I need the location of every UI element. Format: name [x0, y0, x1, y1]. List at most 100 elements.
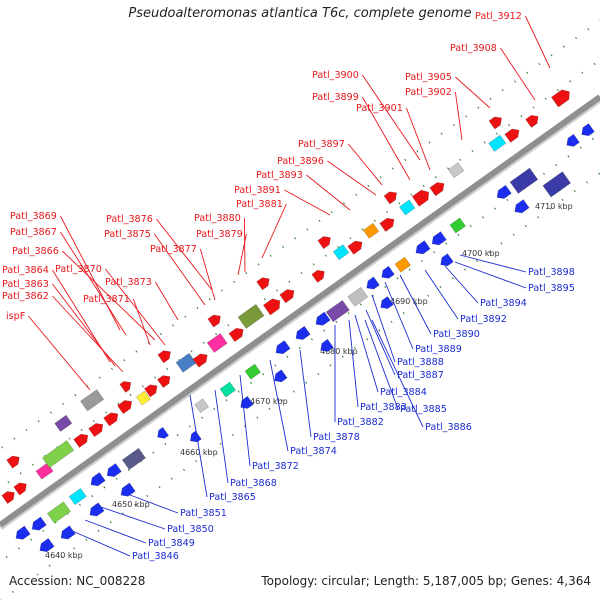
forward-label-leader — [500, 47, 536, 101]
reverse-gene-feature — [440, 253, 454, 267]
forward-gene-label: Patl_3905 — [405, 72, 452, 83]
forward-label-leader — [60, 215, 121, 331]
kbp-tick-label: 4710 kbp — [535, 202, 573, 211]
reverse-gene-label: Patl_3886 — [425, 422, 472, 433]
forward-label-leader — [62, 250, 156, 341]
forward-gene-feature — [504, 128, 520, 143]
forward-label-leader — [52, 295, 124, 373]
forward-label-leader — [261, 203, 287, 259]
reverse-label-leader — [371, 319, 424, 428]
reverse-gene-feature — [90, 472, 106, 487]
reverse-gene-label: Patl_3887 — [397, 370, 444, 381]
reverse-gene-feature — [449, 217, 466, 234]
forward-label-leader — [327, 160, 377, 196]
reverse-label-leader — [214, 389, 229, 484]
kbp-tick-label: 4700 kbp — [462, 249, 500, 258]
reverse-gene-feature — [39, 537, 55, 553]
reverse-gene-feature — [542, 171, 571, 198]
reverse-gene-label: Patl_3872 — [252, 461, 299, 472]
forward-label-leader — [524, 15, 551, 69]
forward-label-leader — [405, 107, 431, 171]
reverse-gene-feature — [347, 286, 369, 307]
reverse-gene-feature — [275, 340, 291, 355]
reverse-gene-feature — [394, 256, 411, 273]
forward-gene-feature — [262, 298, 281, 316]
forward-gene-feature — [488, 116, 503, 130]
reverse-label-leader — [365, 309, 396, 376]
reverse-gene-label: Patl_3890 — [433, 329, 480, 340]
forward-gene-feature — [88, 423, 104, 438]
forward-gene-feature — [1, 491, 15, 505]
reverse-gene-label: Patl_3868 — [230, 478, 277, 489]
forward-gene-feature — [317, 236, 331, 250]
reverse-label-leader — [348, 319, 359, 408]
forward-label-leader — [348, 143, 383, 186]
reverse-gene-label: Patl_3851 — [180, 508, 227, 519]
forward-gene-feature — [119, 381, 132, 393]
reverse-gene-label: Patl_3894 — [480, 298, 527, 309]
forward-gene-feature — [80, 389, 105, 412]
kbp-tick-label: 4640 kbp — [45, 551, 83, 560]
reverse-gene-label: Patl_3889 — [415, 344, 462, 355]
forward-gene-feature — [157, 350, 171, 364]
kbp-tick-label: 4670 kbp — [250, 397, 288, 406]
forward-gene-feature — [279, 289, 295, 304]
reverse-gene-label: Patl_3883 — [360, 402, 407, 413]
reverse-gene-label: Patl_3895 — [528, 283, 575, 294]
reverse-gene-feature — [31, 516, 47, 531]
reverse-label-leader — [299, 349, 312, 438]
forward-label-leader — [132, 298, 151, 346]
backbone — [0, 94, 600, 528]
kbp-tick-label: 4660 kbp — [180, 448, 218, 457]
reverse-label-leader — [459, 254, 527, 273]
reverse-gene-feature — [46, 501, 71, 524]
reverse-label-leader — [189, 394, 208, 498]
forward-label-leader — [60, 231, 127, 336]
forward-label-leader — [199, 248, 216, 301]
kbp-tick-label: 4680 kbp — [320, 347, 358, 356]
reverse-label-leader — [444, 265, 479, 304]
reverse-gene-feature — [381, 265, 395, 279]
forward-gene-label: Patl_3900 — [312, 70, 359, 81]
forward-gene-label: Patl_3908 — [450, 43, 497, 54]
reverse-label-leader — [239, 374, 251, 467]
forward-gene-feature — [117, 400, 133, 415]
forward-gene-feature — [207, 314, 221, 328]
forward-gene-feature — [54, 414, 73, 432]
forward-gene-label: Patl_3912 — [475, 11, 522, 22]
reverse-gene-feature — [120, 482, 136, 497]
reverse-gene-feature — [496, 184, 512, 199]
reverse-gene-feature — [89, 502, 105, 517]
reverse-label-leader — [94, 504, 166, 530]
forward-gene-label: Patl_3863 — [2, 279, 49, 290]
reverse-gene-label: Patl_3892 — [460, 314, 507, 325]
forward-label-leader — [306, 174, 351, 211]
forward-gene-feature — [157, 375, 171, 389]
forward-label-leader — [284, 189, 331, 216]
reverse-gene-feature — [68, 487, 87, 506]
forward-gene-feature — [237, 303, 265, 329]
reverse-gene-feature — [60, 525, 76, 540]
forward-gene-label: Patl_3880 — [194, 213, 241, 224]
forward-gene-label: Patl_3879 — [196, 229, 243, 240]
reverse-label-leader — [371, 294, 396, 363]
reverse-gene-label: Patl_3898 — [528, 267, 575, 278]
reverse-gene-label: Patl_3878 — [313, 432, 360, 443]
forward-gene-feature — [192, 353, 208, 368]
forward-gene-feature — [550, 89, 570, 108]
forward-gene-feature — [73, 433, 89, 448]
reverse-gene-label: Patl_3846 — [132, 551, 179, 562]
reverse-gene-feature — [219, 381, 236, 398]
reverse-gene-feature — [121, 447, 146, 471]
reverse-gene-feature — [244, 363, 261, 380]
kbp-tick-label: 4650 kbp — [112, 500, 150, 509]
reverse-gene-label: Patl_3874 — [290, 446, 337, 457]
reverse-gene-label: Patl_3865 — [209, 492, 256, 503]
genome-summary-label: Topology: circular; Length: 5,187,005 bp… — [261, 574, 591, 588]
forward-gene-feature — [379, 217, 395, 232]
reverse-gene-feature — [15, 525, 31, 540]
reverse-gene-feature — [431, 231, 447, 246]
forward-gene-feature — [135, 390, 151, 406]
